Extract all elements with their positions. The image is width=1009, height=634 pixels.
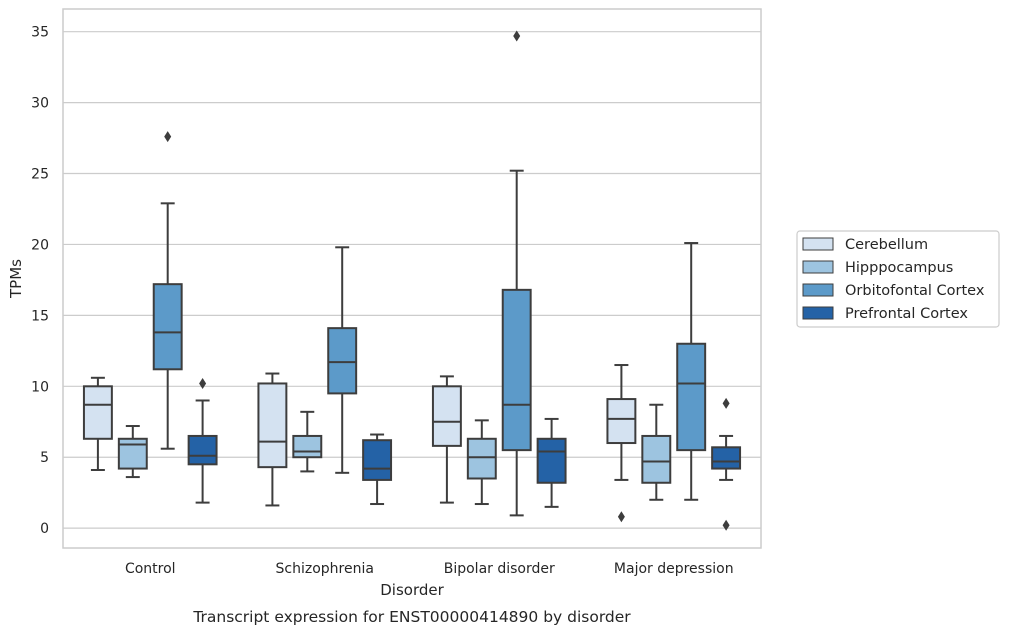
box-orbitofontal-cortex xyxy=(327,246,358,474)
legend-label: Orbitofontal Cortex xyxy=(845,283,985,299)
box-prefrontal-cortex xyxy=(536,417,567,508)
y-tick-label: 10 xyxy=(31,379,49,395)
box-hipppocampus xyxy=(466,419,497,506)
iqr-box xyxy=(152,283,183,371)
x-tick-label: Major depression xyxy=(614,561,734,577)
x-ticks: Control Schizophrenia Bipolar disorder Majo… xyxy=(125,561,734,577)
box-orbitofontal-cortex xyxy=(501,30,532,517)
y-tick-label: 20 xyxy=(31,237,49,253)
chart-caption: Transcript expression for ENST0000041489… xyxy=(192,608,631,626)
y-ticks: 0 5 10 15 20 25 30 35 xyxy=(31,25,49,537)
iqr-box xyxy=(711,446,742,470)
iqr-box xyxy=(117,437,148,470)
iqr-box xyxy=(82,385,113,440)
box-orbitofontal-cortex xyxy=(152,131,183,450)
box-cerebellum xyxy=(606,364,637,523)
box-hipppocampus xyxy=(117,425,148,479)
x-tick-label: Bipolar disorder xyxy=(444,561,555,577)
outlier-point xyxy=(722,519,730,531)
legend-label: Hipppocampus xyxy=(845,260,953,276)
iqr-box xyxy=(362,439,393,481)
iqr-box xyxy=(292,434,323,459)
boxes xyxy=(82,30,742,531)
iqr-box xyxy=(501,288,532,452)
box-hipppocampus xyxy=(292,410,323,473)
outlier-point xyxy=(164,131,172,143)
x-tick-label: Control xyxy=(125,561,176,577)
box-hipppocampus xyxy=(641,403,672,501)
outlier-point xyxy=(513,30,521,42)
plot-frame xyxy=(62,8,762,549)
x-tick-label: Schizophrenia xyxy=(276,561,374,577)
box-orbitofontal-cortex xyxy=(676,242,707,501)
iqr-box xyxy=(641,434,672,484)
y-tick-label: 15 xyxy=(31,308,49,324)
legend-swatch xyxy=(802,260,834,274)
legend-swatch xyxy=(802,306,834,320)
iqr-box xyxy=(536,437,567,484)
legend-swatch xyxy=(802,283,834,297)
y-axis-label: TPMs xyxy=(7,259,25,299)
iqr-box xyxy=(676,342,707,452)
legend-swatch xyxy=(802,237,834,251)
iqr-box xyxy=(187,434,218,466)
outlier-point xyxy=(199,377,207,389)
y-tick-label: 35 xyxy=(31,25,49,41)
x-axis-label: Disorder xyxy=(380,581,444,599)
legend-label: Cerebellum xyxy=(845,237,928,253)
box-prefrontal-cortex xyxy=(711,397,742,531)
iqr-box xyxy=(431,385,462,447)
outlier-point xyxy=(617,511,625,523)
y-tick-label: 5 xyxy=(40,450,49,466)
iqr-box xyxy=(606,398,637,445)
iqr-box xyxy=(466,437,497,480)
box-prefrontal-cortex xyxy=(362,433,393,506)
legend-label: Prefrontal Cortex xyxy=(845,306,968,322)
legend-frame xyxy=(796,230,1000,328)
box-cerebellum xyxy=(257,372,288,507)
y-tick-label: 25 xyxy=(31,167,49,183)
iqr-box xyxy=(257,382,288,469)
iqr-box xyxy=(327,327,358,395)
box-cerebellum xyxy=(431,375,462,504)
box-cerebellum xyxy=(82,376,113,471)
legend: Cerebellum Hipppocampus Orbitofontal Corte… xyxy=(796,230,1000,328)
outlier-point xyxy=(722,397,730,409)
y-tick-label: 30 xyxy=(31,96,49,112)
y-tick-label: 0 xyxy=(40,521,49,537)
box-prefrontal-cortex xyxy=(187,377,218,504)
